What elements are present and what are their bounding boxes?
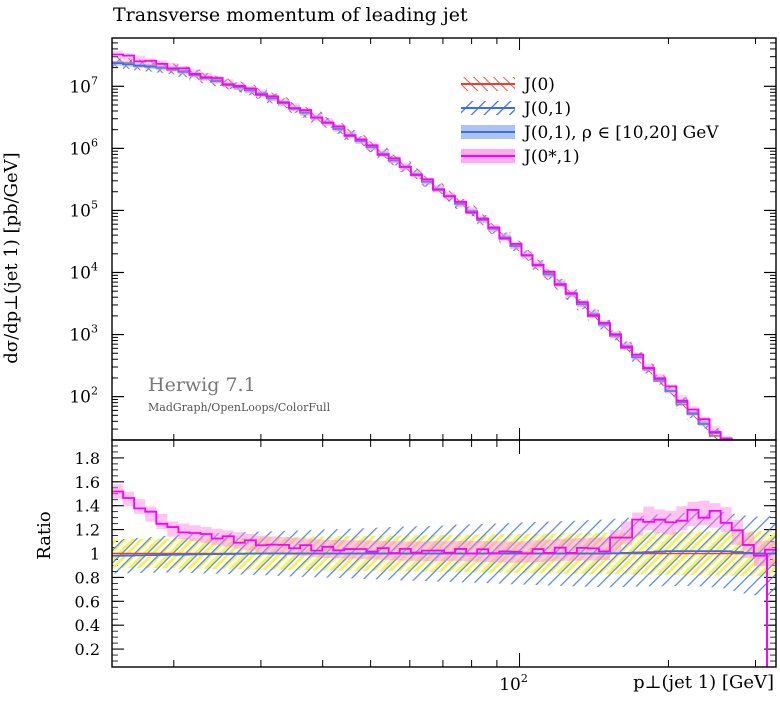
legend-entry: J(0,1) bbox=[461, 99, 571, 119]
y-tick-label: 105 bbox=[69, 198, 98, 221]
legend-entry: J(0) bbox=[461, 75, 555, 95]
generator-watermark: Herwig 7.1 bbox=[148, 374, 256, 396]
x-axis-label: p⊥(jet 1) [GeV] bbox=[633, 672, 774, 693]
y-tick-label: 104 bbox=[69, 260, 98, 283]
y-tick-label: 106 bbox=[69, 136, 98, 159]
legend-label: J(0,1) bbox=[522, 99, 571, 119]
ratio-y-tick-label: 0.4 bbox=[75, 616, 100, 635]
ratio-plot-frame bbox=[111, 439, 777, 668]
ratio-y-tick-label: 1.6 bbox=[75, 473, 100, 492]
ratio-y-tick-label: 1 bbox=[90, 545, 100, 564]
chart-legend: J(0) J(0,1) J(0,1), ρ ∈ [10,20] GeV J(0*,1) bbox=[461, 75, 719, 167]
y-tick-label: 107 bbox=[69, 74, 98, 97]
main-plot-panel: 102 103 104 105 106 107 bbox=[69, 37, 777, 441]
series-j0star1-line bbox=[112, 53, 733, 440]
chart-title: Transverse momentum of leading jet bbox=[113, 4, 468, 26]
y-tick-label: 102 bbox=[69, 385, 98, 408]
ratio-y-axis-label: Ratio bbox=[33, 511, 55, 560]
y-tick-label: 103 bbox=[69, 323, 98, 346]
legend-entry: J(0*,1) bbox=[461, 147, 580, 167]
ratio-plot-panel: 0.2 0.4 0.6 0.8 1 1.2 1.4 1.6 1.8 102 bbox=[75, 439, 777, 695]
ratio-y-tick-label: 1.2 bbox=[75, 521, 100, 540]
x-tick-label: 102 bbox=[499, 672, 528, 695]
ratio-y-tick-label: 0.2 bbox=[75, 640, 100, 659]
ratio-y-tick-label: 1.4 bbox=[75, 497, 100, 516]
main-y-axis-label: dσ/dp⊥(jet 1) [pb/GeV] bbox=[1, 152, 22, 364]
ratio-y-tick-label: 0.8 bbox=[75, 568, 100, 587]
legend-label: J(0*,1) bbox=[522, 147, 580, 167]
generator-subtitle-watermark: MadGraph/OpenLoops/ColorFull bbox=[148, 401, 331, 414]
legend-label: J(0,1), ρ ∈ [10,20] GeV bbox=[522, 123, 719, 143]
legend-label: J(0) bbox=[522, 75, 555, 95]
legend-entry: J(0,1), ρ ∈ [10,20] GeV bbox=[461, 123, 719, 143]
ratio-j0star1-line bbox=[112, 490, 776, 557]
ratio-y-tick-label: 0.6 bbox=[75, 592, 100, 611]
ratio-y-tick-label: 1.8 bbox=[75, 449, 100, 468]
ratio-j01-rho-line bbox=[112, 550, 776, 557]
